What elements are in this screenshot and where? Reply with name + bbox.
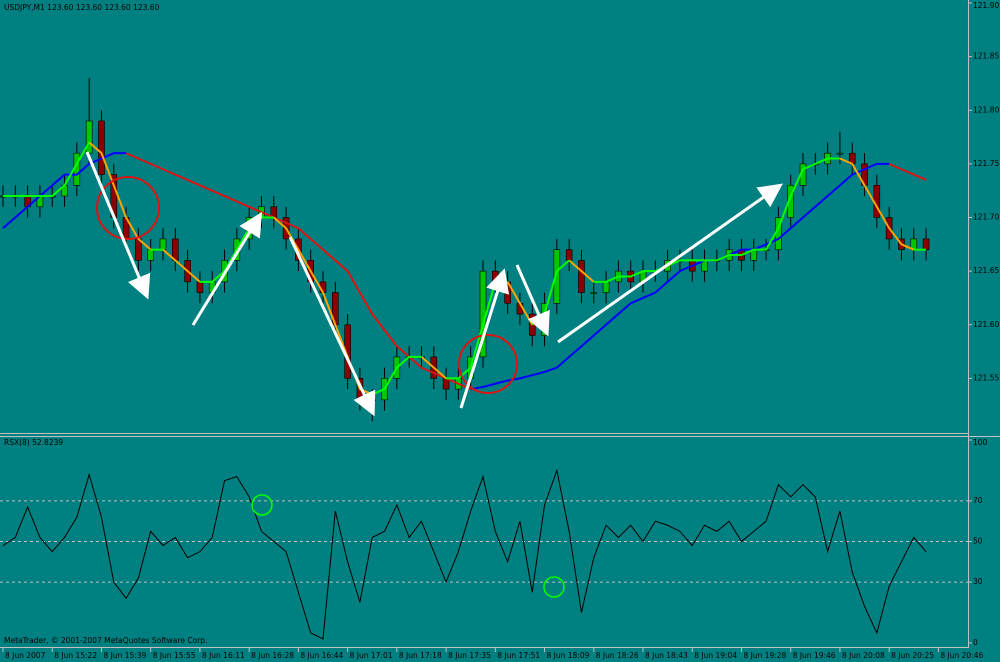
- x-tick-label: 8 Jun 15:22: [54, 651, 97, 660]
- trend-arrow: [515, 264, 550, 337]
- x-tick-label: 8 Jun 18:09: [547, 651, 590, 660]
- copyright: MetaTrader, © 2001-2007 MetaQuotes Softw…: [4, 636, 207, 645]
- annotations: [85, 151, 783, 598]
- moving-average: [888, 162, 927, 181]
- moving-average: [125, 152, 472, 391]
- indicator-line: [2, 468, 927, 640]
- x-tick-label: 8 Jun 16:44: [300, 651, 343, 660]
- x-tick-label: 8 Jun 15:55: [153, 651, 196, 660]
- x-tick-label: 8 Jun 18:26: [596, 651, 639, 660]
- moving-average: [88, 141, 152, 251]
- candle-body: [922, 238, 930, 250]
- trend-arrow: [288, 236, 376, 417]
- chart-title: USDJPY,M1 123.60 123.60 123.60 123.60: [4, 3, 160, 12]
- candle-body: [172, 238, 179, 261]
- rsx-panel: 0 30 50 70 100: [0, 438, 988, 647]
- y-tick-label: 121.70: [973, 213, 999, 222]
- x-tick-label: 8 Jun 16:28: [251, 651, 294, 660]
- moving-average: [162, 248, 201, 283]
- moving-average: [420, 356, 447, 380]
- y-tick-label: 70: [973, 496, 983, 505]
- x-tick-label: 8 Jun 15:39: [103, 651, 146, 660]
- x-tick-label: 8 Jun 2007: [5, 651, 46, 660]
- x-tick-label: 8 Jun 16:11: [202, 651, 245, 660]
- highlight-circle: [251, 494, 273, 516]
- candle-body: [85, 120, 93, 154]
- y-tick-label: 121.85: [973, 52, 999, 61]
- y-tick-label: 100: [973, 438, 988, 447]
- y-tick-label: 50: [973, 537, 983, 546]
- trend-arrow: [557, 183, 783, 344]
- trend-arrow: [459, 268, 510, 409]
- highlight-circle: [458, 334, 518, 394]
- y-tick-label: 121.90: [973, 1, 999, 10]
- y-tick-label: 121.75: [973, 159, 999, 168]
- candle-body: [159, 238, 167, 250]
- candle-body: [590, 292, 598, 294]
- x-tick-label: 8 Jun 20:08: [842, 651, 885, 660]
- moving-average: [371, 355, 422, 396]
- y-tick-label: 121.65: [973, 266, 999, 275]
- highlight-circle: [543, 576, 565, 598]
- candle-body: [147, 249, 154, 261]
- moving-average: [568, 259, 595, 283]
- y-tick-label: 121.80: [973, 105, 999, 114]
- x-tick-label: 8 Jun 17:35: [448, 651, 491, 660]
- highlight-circle: [96, 176, 160, 240]
- x-tick-label: 8 Jun 17:18: [399, 651, 442, 660]
- candle-body: [553, 249, 561, 304]
- candle-body: [135, 238, 142, 261]
- moving-average: [839, 157, 915, 251]
- y-tick-label: 121.55: [973, 373, 999, 382]
- candle-body: [565, 249, 573, 261]
- moving-average: [593, 157, 840, 283]
- x-tick-label: 8 Jun 19:04: [694, 651, 737, 660]
- trend-arrow: [191, 211, 263, 326]
- x-tick-label: 8 Jun 20:25: [891, 651, 934, 660]
- x-tick-label: 8 Jun 18:43: [645, 651, 688, 660]
- candle-body: [602, 281, 610, 293]
- x-tick-label: 8 Jun 17:01: [350, 651, 393, 660]
- indicator-title: RSX(8) 52.8239: [4, 438, 63, 447]
- candle-body: [578, 260, 585, 293]
- candle-body: [368, 399, 376, 402]
- x-tick-label: 8 Jun 17:51: [497, 651, 540, 660]
- candle-body: [492, 270, 499, 283]
- y-tick-label: 121.60: [973, 320, 999, 329]
- candle-body: [196, 281, 204, 293]
- moving-average: [3, 141, 91, 198]
- candle-body: [98, 120, 105, 175]
- y-tick-label: 30: [973, 577, 983, 586]
- trend-arrow: [85, 151, 151, 300]
- x-tick-label: 8 Jun 19:46: [793, 651, 836, 660]
- x-tick-label: 8 Jun 20:46: [940, 651, 983, 660]
- x-tick-label: 8 Jun 19:28: [743, 651, 786, 660]
- y-tick-label: 0: [973, 638, 978, 647]
- moving-average: [470, 162, 890, 391]
- candle-body: [836, 152, 844, 155]
- moving-average: [2, 152, 127, 229]
